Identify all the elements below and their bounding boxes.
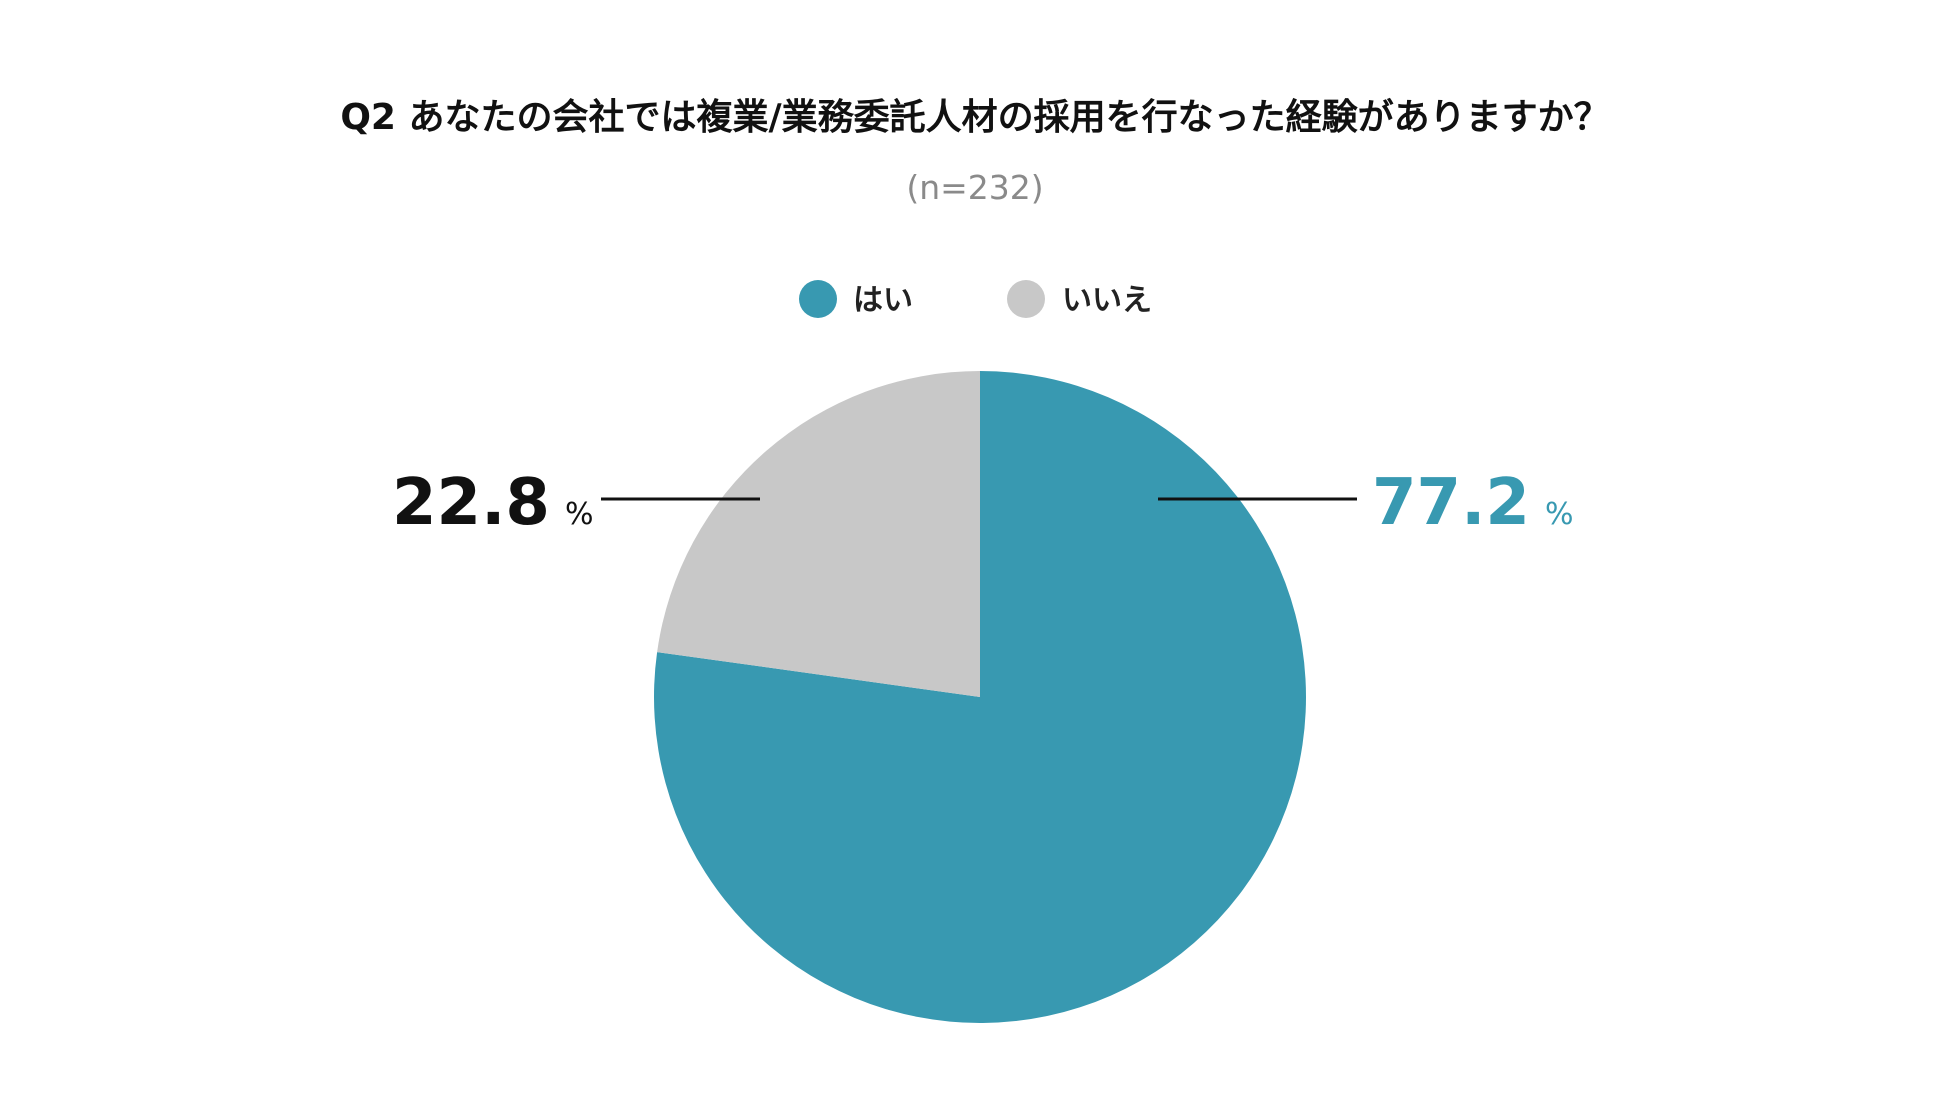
value-unit-yes: %: [1545, 497, 1574, 532]
value-number-no: 22.8: [392, 466, 550, 540]
value-unit-no: %: [565, 497, 594, 532]
value-label-yes: 77.2 %: [1372, 466, 1574, 540]
legend-label-yes: はい: [853, 283, 913, 318]
legend: はい いいえ: [799, 280, 1152, 318]
chart-title: Q2 あなたの会社では複業/業務委託人材の採用を行なった経験がありますか？: [340, 97, 1609, 138]
chart-subtitle: (n=232): [906, 168, 1043, 207]
pie-slice-no: [657, 371, 980, 697]
pie-slice-yes: [653, 371, 1306, 1023]
value-number-yes: 77.2: [1372, 466, 1530, 540]
legend-swatch-no: [1007, 280, 1045, 318]
legend-label-no: いいえ: [1062, 283, 1152, 318]
legend-swatch-yes: [799, 280, 837, 318]
pie-slices: [653, 371, 1306, 1023]
value-label-no: 22.8 %: [392, 466, 594, 540]
